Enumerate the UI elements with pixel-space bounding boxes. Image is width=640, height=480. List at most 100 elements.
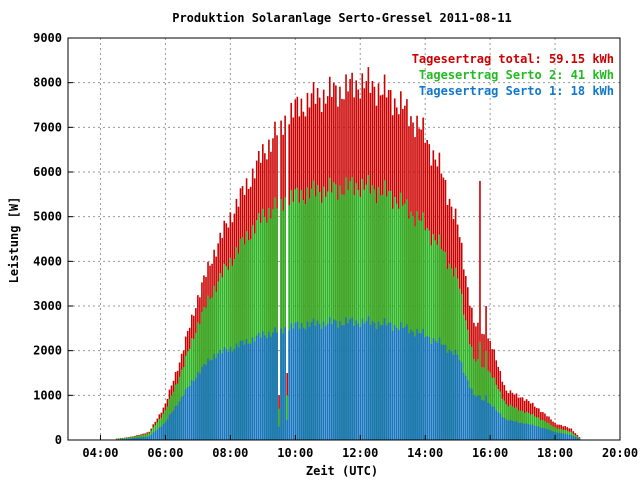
- bar-serto1: [442, 344, 445, 440]
- bar-serto1: [170, 412, 173, 440]
- bar-serto1: [219, 349, 222, 440]
- bar-serto2: [339, 185, 341, 440]
- bar-serto1: [402, 328, 404, 440]
- bar-serto1: [211, 360, 213, 440]
- y-axis-ticks: 0 1000 2000 3000 4000 5000 6000 7000 8000 9000: [33, 31, 73, 447]
- legend-entry: Tagesertrag Serto 1: 18 kWh: [419, 84, 614, 98]
- x-tick-label: 14:00: [407, 446, 443, 460]
- bar-serto1: [146, 436, 148, 440]
- bar-serto1: [160, 426, 163, 440]
- bar-serto1: [406, 324, 408, 440]
- bar-serto1: [144, 437, 146, 440]
- bar-serto1: [574, 437, 577, 440]
- bar-serto1: [270, 336, 272, 440]
- legend-entry: Tagesertrag total: 59.15 kWh: [412, 52, 614, 66]
- bar-serto1: [487, 402, 489, 440]
- bar-serto1: [489, 403, 491, 440]
- bar-serto1: [483, 400, 485, 440]
- bar-serto1: [397, 330, 400, 440]
- bar-serto2: [278, 408, 280, 440]
- y-tick-label: 3000: [33, 299, 62, 313]
- bar-serto2: [262, 208, 264, 440]
- bar-serto2: [310, 188, 313, 440]
- bar-serto2: [282, 210, 284, 440]
- bar-serto2: [345, 177, 347, 440]
- bar-serto1: [156, 429, 159, 440]
- bar-serto1: [351, 317, 353, 440]
- bar-serto1: [375, 329, 378, 440]
- bar-serto1: [462, 372, 465, 440]
- bar-serto2: [341, 194, 343, 440]
- bar-serto2: [318, 192, 321, 440]
- bar-serto2: [306, 187, 309, 440]
- legend: Tagesertrag total: 59.15 kWh Tagesertrag …: [412, 52, 614, 98]
- bar-serto1: [217, 353, 219, 440]
- bar-serto1: [280, 328, 282, 440]
- bar-serto2: [379, 195, 382, 440]
- bar-serto1: [148, 436, 150, 440]
- bar-serto2: [302, 200, 305, 440]
- bar-serto1: [414, 336, 416, 440]
- bar-serto1: [304, 329, 307, 440]
- bar-total: [479, 180, 481, 440]
- bar-serto1: [393, 325, 396, 440]
- bar-serto2: [115, 438, 118, 440]
- bar-serto1: [282, 333, 284, 440]
- bar-serto1: [142, 437, 144, 440]
- bar-serto2: [253, 233, 256, 440]
- bar-serto1: [450, 351, 453, 440]
- bar-serto1: [324, 326, 327, 440]
- bar-serto2: [438, 234, 441, 440]
- bar-serto1: [531, 424, 534, 440]
- bar-serto1: [251, 337, 254, 440]
- bar-serto2: [369, 193, 372, 440]
- y-tick-label: 6000: [33, 165, 62, 179]
- bar-serto2: [381, 194, 384, 440]
- bar-serto1: [308, 326, 311, 440]
- bar-serto1: [328, 317, 331, 440]
- bar-serto1: [440, 344, 443, 440]
- bar-serto1: [190, 380, 193, 440]
- bar-serto1: [400, 322, 402, 440]
- x-tick-label: 06:00: [147, 446, 183, 460]
- bar-serto2: [391, 208, 394, 440]
- x-tick-label: 10:00: [277, 446, 313, 460]
- bar-serto2: [290, 190, 293, 440]
- bar-serto1: [535, 426, 538, 440]
- bar-serto2: [337, 199, 339, 440]
- bar-serto1: [562, 433, 564, 440]
- bar-serto1: [298, 328, 301, 440]
- bar-serto1: [477, 395, 479, 440]
- bar-serto2: [393, 196, 396, 440]
- bar-serto2: [365, 184, 368, 440]
- bar-serto1: [527, 424, 530, 440]
- bar-serto1: [383, 318, 386, 440]
- bar-serto1: [367, 316, 370, 440]
- bar-serto2: [353, 194, 355, 440]
- bar-serto1: [268, 331, 270, 440]
- bar-serto2: [436, 244, 439, 440]
- bar-serto1: [312, 318, 315, 440]
- bar-serto2: [343, 194, 345, 440]
- bar-serto2: [316, 184, 319, 440]
- x-tick-label: 12:00: [342, 446, 378, 460]
- bar-serto2: [410, 211, 412, 440]
- bar-serto1: [365, 321, 368, 440]
- bar-serto1: [517, 422, 520, 440]
- bar-serto2: [255, 220, 258, 440]
- bar-serto2: [322, 186, 325, 440]
- bar-serto1: [233, 348, 236, 440]
- bar-serto2: [430, 245, 433, 440]
- bar-serto2: [367, 174, 370, 440]
- bar-serto1: [566, 434, 569, 440]
- bar-serto2: [406, 199, 408, 440]
- bar-serto2: [294, 189, 297, 440]
- bar-serto1: [203, 364, 205, 440]
- bar-serto2: [412, 215, 414, 440]
- bar-serto2: [272, 209, 274, 440]
- bar-serto1: [264, 335, 266, 440]
- chart-title: Produktion Solaranlage Serto-Gressel 201…: [172, 11, 512, 25]
- bar-serto1: [341, 325, 343, 440]
- bar-serto2: [373, 189, 376, 440]
- bar-serto1: [302, 327, 305, 440]
